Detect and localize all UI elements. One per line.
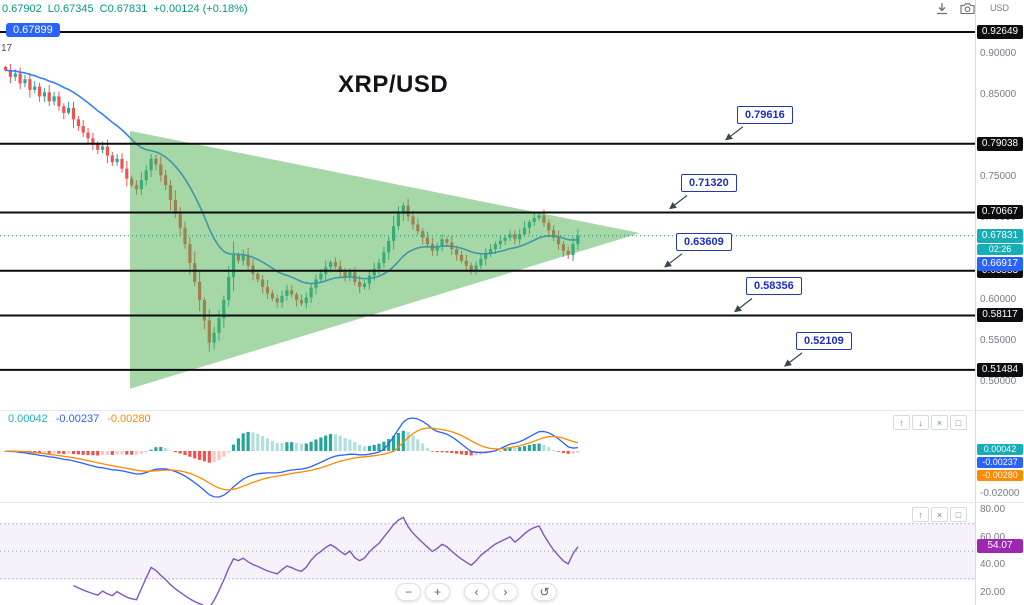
- price-tick-label: 0.60000: [980, 294, 1017, 305]
- price-level-label: 0.92649: [977, 25, 1023, 40]
- camera-icon: [959, 3, 975, 15]
- pane-separator[interactable]: [0, 410, 1024, 411]
- rsi-close-button[interactable]: ×: [931, 507, 948, 522]
- price-tick-label: 0.90000: [980, 47, 1017, 59]
- price-tick-label: 0.75000: [980, 170, 1017, 182]
- macd-panel-controls: ↑ ↓ × □: [893, 415, 967, 430]
- zoom-in-button[interactable]: +: [425, 583, 450, 601]
- chart-nav-toolbar: − + ‹ › ↺: [396, 583, 561, 601]
- ohlc-readout: 0.67902 L0.67345 C0.67831 +0.00124 (+0.1…: [2, 3, 248, 15]
- price-annotation[interactable]: 0.52109: [796, 331, 852, 350]
- price-level-label: 0.79038: [977, 136, 1023, 151]
- chart-top-controls: [933, 2, 976, 18]
- price-annotation[interactable]: 0.71320: [681, 174, 737, 193]
- rsi-maximize-button[interactable]: □: [950, 507, 967, 522]
- camera-snapshot-button[interactable]: [958, 2, 976, 18]
- price-annotation[interactable]: 0.63609: [676, 232, 732, 251]
- macd-close-button[interactable]: ×: [931, 415, 948, 430]
- macd-legend: 0.00042 -0.00237 -0.00280: [8, 413, 151, 425]
- change-value: +0.00124 (+0.18%): [153, 3, 248, 15]
- macd-histogram-value: 0.00042: [8, 413, 48, 425]
- macd-maximize-button[interactable]: □: [950, 415, 967, 430]
- rsi-axis-tick: 80.00: [980, 504, 1006, 515]
- rsi-panel-controls: ↑ × □: [912, 507, 967, 522]
- current-price-label: 0.67831: [977, 228, 1023, 243]
- price-axis[interactable]: 0.900000.850000.750000.700000.600000.550…: [975, 0, 1024, 605]
- chart-title: XRP/USD: [338, 71, 449, 98]
- price-level-label: 0.70667: [977, 205, 1023, 220]
- price-level-label: 0.51484: [977, 362, 1023, 377]
- secondary-price-label: 0.66917: [977, 256, 1023, 271]
- macd-signal-value: -0.00280: [107, 413, 151, 425]
- macd-axis-tick: -0.02000: [980, 488, 1020, 499]
- price-level-label: 0.58117: [977, 308, 1023, 323]
- price-annotation[interactable]: 0.58356: [746, 277, 802, 296]
- scroll-right-button[interactable]: ›: [493, 583, 518, 601]
- macd-axis-value: -0.00237: [977, 457, 1023, 468]
- low-value: L0.67345: [47, 3, 94, 15]
- rsi-value-label: 54.07: [977, 538, 1023, 553]
- rsi-move-up-button[interactable]: ↑: [912, 507, 929, 522]
- pane-separator[interactable]: [0, 502, 1024, 503]
- reset-chart-button[interactable]: ↺: [532, 583, 557, 601]
- close-value: C0.67831: [99, 3, 148, 15]
- rsi-axis-tick: 40.00: [980, 559, 1006, 570]
- rsi-axis-tick: 60.00: [980, 531, 1006, 543]
- price-tick-label: 0.50000: [980, 376, 1017, 388]
- chart-canvas[interactable]: [0, 0, 975, 605]
- macd-move-up-button[interactable]: ↑: [893, 415, 910, 430]
- download-arrow-icon: [937, 3, 947, 15]
- macd-axis-value: 0.00042: [977, 444, 1023, 455]
- alert-price-tag[interactable]: 0.67899: [6, 23, 60, 37]
- macd-axis-value: -0.00280: [977, 470, 1023, 481]
- price-annotation[interactable]: 0.79616: [737, 105, 793, 124]
- macd-move-down-button[interactable]: ↓: [912, 415, 929, 430]
- price-tick-label: 0.55000: [980, 335, 1017, 347]
- zoom-out-button[interactable]: −: [396, 583, 421, 601]
- scroll-left-button[interactable]: ‹: [464, 583, 489, 601]
- scroll-to-recent-button[interactable]: [933, 2, 951, 18]
- open-value: 0.67902: [2, 3, 42, 15]
- left-edge-fragment: 17: [1, 43, 13, 54]
- axis-currency-label[interactable]: USD: [989, 3, 1009, 13]
- price-tick-label: 0.85000: [980, 88, 1017, 100]
- bar-countdown-label: 02:26: [977, 243, 1023, 255]
- rsi-axis-tick: 20.00: [980, 586, 1006, 598]
- macd-line-value: -0.00237: [55, 413, 100, 425]
